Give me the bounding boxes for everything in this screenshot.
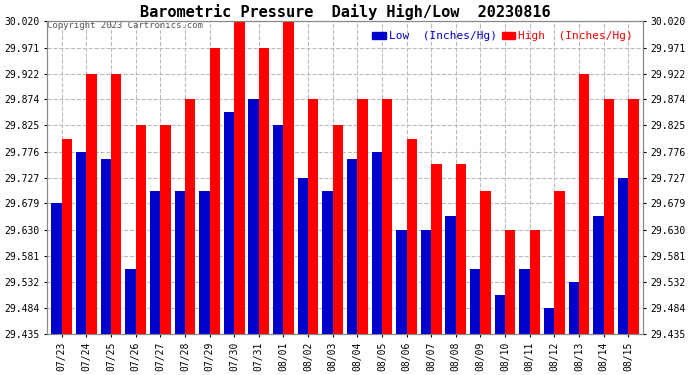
Bar (185, 99, 195, 334)
Bar (210, 48, 220, 334)
Bar (357, 99, 368, 334)
Bar (505, 230, 515, 334)
Bar (530, 230, 540, 334)
Bar (86, 74, 97, 334)
Bar (199, 190, 210, 334)
Bar (101, 159, 111, 334)
Bar (372, 152, 382, 334)
Bar (406, 139, 417, 334)
Bar (76, 152, 86, 334)
Bar (480, 190, 491, 334)
Bar (520, 268, 530, 334)
Bar (604, 99, 614, 334)
Bar (495, 295, 505, 334)
Bar (308, 99, 318, 334)
Bar (248, 99, 259, 334)
Bar (470, 268, 480, 334)
Bar (421, 230, 431, 334)
Bar (446, 216, 456, 334)
Legend: Low  (Inches/Hg), High  (Inches/Hg): Low (Inches/Hg), High (Inches/Hg) (368, 27, 638, 46)
Bar (347, 159, 357, 334)
Bar (431, 165, 442, 334)
Bar (160, 126, 170, 334)
Bar (234, 21, 244, 334)
Title: Barometric Pressure  Daily High/Low  20230816: Barometric Pressure Daily High/Low 20230… (139, 4, 551, 20)
Bar (569, 282, 579, 334)
Bar (544, 308, 554, 334)
Bar (111, 74, 121, 334)
Bar (150, 190, 160, 334)
Bar (284, 21, 294, 334)
Bar (593, 216, 604, 334)
Bar (456, 165, 466, 334)
Bar (579, 74, 589, 334)
Bar (52, 204, 62, 334)
Bar (628, 99, 638, 334)
Bar (273, 126, 284, 334)
Bar (333, 126, 343, 334)
Bar (175, 190, 185, 334)
Bar (554, 190, 564, 334)
Bar (322, 190, 333, 334)
Bar (396, 230, 406, 334)
Text: Copyright 2023 Cartronics.com: Copyright 2023 Cartronics.com (47, 21, 203, 30)
Bar (618, 178, 628, 334)
Bar (62, 139, 72, 334)
Bar (126, 268, 136, 334)
Bar (259, 48, 269, 334)
Bar (136, 126, 146, 334)
Bar (297, 178, 308, 334)
Bar (224, 112, 234, 334)
Bar (382, 99, 393, 334)
